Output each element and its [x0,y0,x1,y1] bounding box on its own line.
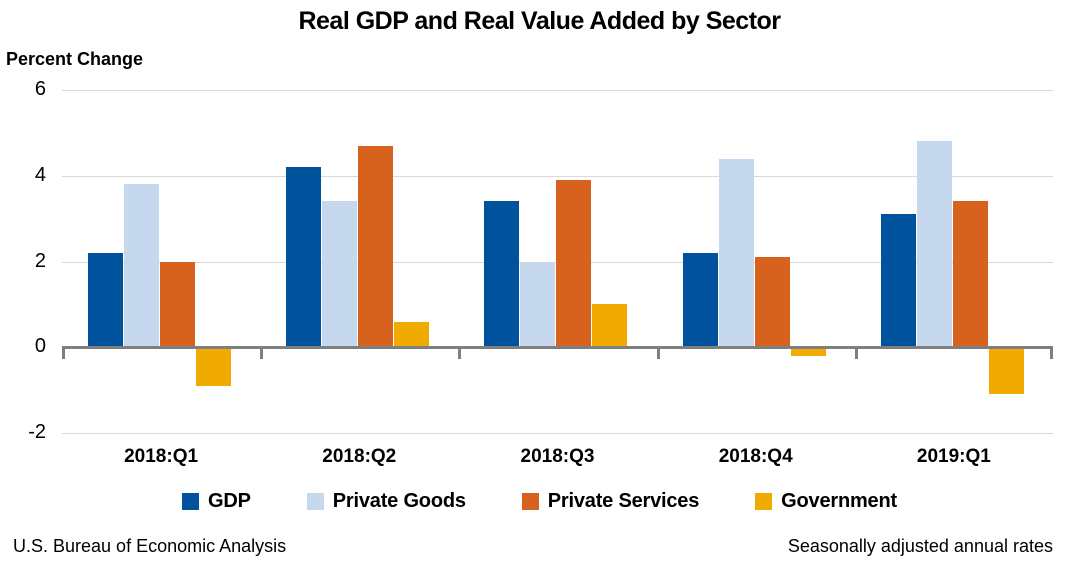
x-axis-tick [1050,348,1053,359]
legend-swatch-icon [306,493,324,510]
x-tick-label-2018-Q1: 2018:Q1 [124,446,199,467]
bar-government-2018-Q1 [196,347,231,386]
bar-private-services-2018-Q1 [160,261,195,348]
source-attribution: U.S. Bureau of Economic Analysis [13,536,287,556]
legend-label: Private Goods [332,490,466,512]
x-tick-label-2019-Q1: 2019:Q1 [916,446,991,467]
legend-item-government: Government [755,490,897,513]
x-axis-tick [62,348,65,359]
legend-item-gdp: GDP [182,490,251,513]
legend-item-private-services: Private Services [521,490,700,513]
x-tick-label-2018-Q2: 2018:Q2 [322,446,397,467]
x-axis-line [62,345,1053,349]
bar-private-services-2018-Q4 [754,257,790,348]
gridline-y--2 [62,433,1053,434]
y-tick-label-4: 4 [34,163,46,186]
bar-government-2018-Q2 [394,321,430,348]
legend-label: GDP [208,490,251,512]
bar-private-goods-2018-Q4 [718,158,754,348]
x-axis-tick [656,348,660,359]
y-tick-label-2: 2 [34,249,46,272]
legend-label: Private Services [547,490,700,512]
bar-government-2019-Q1 [988,347,1024,395]
x-axis-tick [854,348,858,359]
y-tick-label--2: -2 [28,421,46,443]
legend-swatch-icon [182,493,200,510]
bar-gdp-2018-Q3 [484,201,520,348]
y-tick-label-6: 6 [34,78,46,100]
legend: GDP Private Goods Private Services Governme… [0,490,1079,513]
bar-gdp-2018-Q1 [88,252,123,348]
chart-title: Real GDP and Real Value Added by Sector [298,7,781,35]
legend-label: Government [781,490,897,512]
bar-private-goods-2018-Q3 [520,261,556,348]
bar-private-services-2018-Q2 [358,145,394,348]
gridline-y-6 [62,90,1053,91]
bar-private-services-2018-Q3 [556,180,592,348]
bar-government-2018-Q4 [790,347,826,356]
legend-swatch-icon [521,493,539,510]
legend-swatch-icon [755,493,773,510]
plot-area [62,90,1053,434]
bar-gdp-2018-Q2 [286,167,322,348]
bar-private-goods-2019-Q1 [916,141,952,348]
bar-government-2018-Q3 [592,304,628,348]
bar-gdp-2018-Q4 [682,252,718,348]
bar-private-goods-2018-Q1 [124,184,159,348]
adjustment-note: Seasonally adjusted annual rates [787,536,1053,556]
y-axis-unit-label: Percent Change [6,49,144,69]
x-axis-tick [458,348,462,359]
bar-private-goods-2018-Q2 [322,201,358,348]
x-tick-label-2018-Q3: 2018:Q3 [520,446,595,467]
x-tick-label-2018-Q4: 2018:Q4 [718,446,793,467]
bar-private-services-2019-Q1 [952,201,988,348]
legend-item-private-goods: Private Goods [306,490,466,513]
bar-gdp-2019-Q1 [880,214,916,348]
y-tick-label-0: 0 [34,335,46,358]
gridline-y-4 [62,175,1053,177]
x-axis-tick [260,348,264,359]
